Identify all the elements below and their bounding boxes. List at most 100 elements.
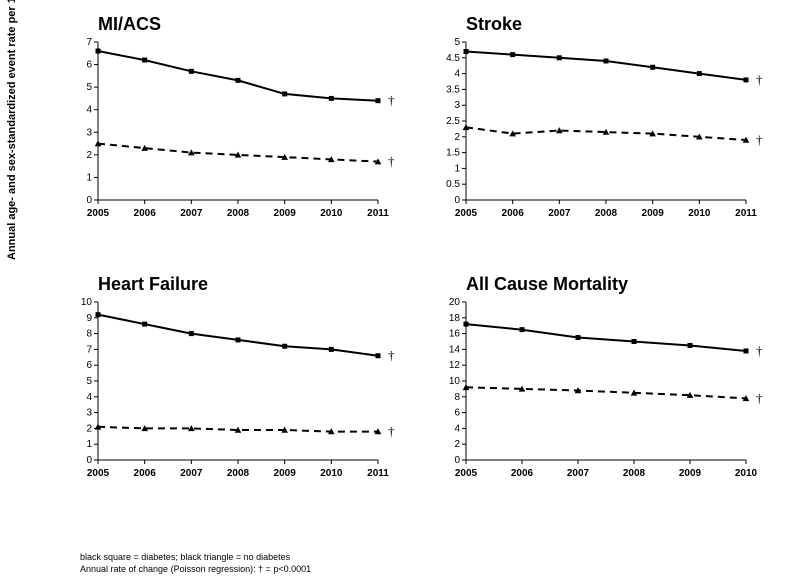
panel-title: Heart Failure xyxy=(98,274,208,294)
marker-square xyxy=(236,78,241,83)
marker-square xyxy=(464,322,469,327)
svg-text:3: 3 xyxy=(86,408,92,419)
svg-text:2008: 2008 xyxy=(227,208,250,219)
marker-square xyxy=(376,353,381,358)
svg-text:4: 4 xyxy=(86,105,92,116)
marker-square xyxy=(697,71,702,76)
significance-dagger: † xyxy=(388,424,395,439)
panel-title: All Cause Mortality xyxy=(466,274,628,294)
svg-text:5: 5 xyxy=(86,376,92,387)
svg-text:2009: 2009 xyxy=(679,468,702,479)
svg-text:2: 2 xyxy=(454,132,460,143)
svg-text:6: 6 xyxy=(86,360,92,371)
marker-square xyxy=(510,52,515,57)
svg-text:5: 5 xyxy=(86,82,92,93)
marker-square xyxy=(142,58,147,63)
svg-text:1: 1 xyxy=(454,163,460,174)
marker-triangle xyxy=(188,425,195,431)
footnote-legend: black square = diabetes; black triangle … xyxy=(80,552,290,562)
marker-square xyxy=(282,91,287,96)
chart-svg: MI/ACS0123456720052006200720082009201020… xyxy=(58,8,398,228)
svg-text:2011: 2011 xyxy=(735,208,757,219)
marker-square xyxy=(744,77,749,82)
svg-text:2011: 2011 xyxy=(367,208,389,219)
svg-text:2011: 2011 xyxy=(367,468,389,479)
svg-text:0: 0 xyxy=(454,195,460,206)
svg-text:2008: 2008 xyxy=(623,468,646,479)
svg-text:10: 10 xyxy=(81,297,93,308)
marker-square xyxy=(464,49,469,54)
svg-text:2005: 2005 xyxy=(87,468,110,479)
svg-text:2010: 2010 xyxy=(320,468,343,479)
series-line-diabetes xyxy=(98,315,378,356)
svg-text:2006: 2006 xyxy=(134,468,157,479)
marker-square xyxy=(329,96,334,101)
svg-text:6: 6 xyxy=(86,60,92,71)
svg-text:16: 16 xyxy=(449,329,461,340)
marker-square xyxy=(236,337,241,342)
svg-text:12: 12 xyxy=(449,360,461,371)
svg-text:2006: 2006 xyxy=(511,468,534,479)
marker-square xyxy=(376,98,381,103)
svg-text:0: 0 xyxy=(86,195,92,206)
significance-dagger: † xyxy=(388,154,395,169)
marker-square xyxy=(96,312,101,317)
svg-text:2: 2 xyxy=(454,439,460,450)
svg-text:1: 1 xyxy=(86,439,92,450)
svg-text:3: 3 xyxy=(454,100,460,111)
panel-stroke: Stroke00.511.522.533.544.552005200620072… xyxy=(426,8,766,228)
svg-text:7: 7 xyxy=(86,344,92,355)
chart-svg: Heart Failure012345678910200520062007200… xyxy=(58,268,398,488)
marker-square xyxy=(650,65,655,70)
svg-text:2009: 2009 xyxy=(274,468,297,479)
svg-text:2006: 2006 xyxy=(502,208,525,219)
svg-text:2: 2 xyxy=(86,150,92,161)
marker-square xyxy=(142,322,147,327)
svg-text:2005: 2005 xyxy=(87,208,110,219)
svg-text:20: 20 xyxy=(449,297,461,308)
svg-text:2: 2 xyxy=(86,423,92,434)
svg-text:7: 7 xyxy=(86,37,92,48)
series-line-no_diabetes xyxy=(466,387,746,398)
svg-text:3: 3 xyxy=(86,127,92,138)
panel-title: Stroke xyxy=(466,14,522,34)
chart-svg: Stroke00.511.522.533.544.552005200620072… xyxy=(426,8,766,228)
panel-title: MI/ACS xyxy=(98,14,161,34)
svg-text:2007: 2007 xyxy=(180,208,203,219)
marker-square xyxy=(189,331,194,336)
svg-text:4: 4 xyxy=(454,423,460,434)
panel-all-cause-mortality: All Cause Mortality024681012141618202005… xyxy=(426,268,766,488)
svg-text:8: 8 xyxy=(454,392,460,403)
svg-text:10: 10 xyxy=(449,376,461,387)
svg-text:6: 6 xyxy=(454,408,460,419)
svg-text:3.5: 3.5 xyxy=(446,84,460,95)
svg-text:0: 0 xyxy=(454,455,460,466)
svg-text:2007: 2007 xyxy=(567,468,590,479)
marker-square xyxy=(282,344,287,349)
svg-text:0.5: 0.5 xyxy=(446,179,460,190)
svg-text:2010: 2010 xyxy=(320,208,343,219)
svg-text:0: 0 xyxy=(86,455,92,466)
svg-text:2007: 2007 xyxy=(180,468,203,479)
svg-text:5: 5 xyxy=(454,37,460,48)
svg-text:2009: 2009 xyxy=(274,208,297,219)
marker-square xyxy=(688,343,693,348)
svg-text:9: 9 xyxy=(86,313,92,324)
marker-square xyxy=(520,327,525,332)
marker-square xyxy=(189,69,194,74)
marker-square xyxy=(632,339,637,344)
significance-dagger: † xyxy=(756,72,763,87)
significance-dagger: † xyxy=(388,93,395,108)
svg-text:2010: 2010 xyxy=(735,468,758,479)
significance-dagger: † xyxy=(756,343,763,358)
panel-heart-failure: Heart Failure012345678910200520062007200… xyxy=(58,268,398,488)
svg-text:2008: 2008 xyxy=(227,468,250,479)
significance-dagger: † xyxy=(756,390,763,405)
svg-text:2006: 2006 xyxy=(134,208,157,219)
svg-text:4.5: 4.5 xyxy=(446,53,460,64)
svg-text:2.5: 2.5 xyxy=(446,116,460,127)
marker-square xyxy=(604,58,609,63)
y-axis-label: Annual age- and sex-standardized event r… xyxy=(6,0,18,260)
svg-text:8: 8 xyxy=(86,329,92,340)
svg-text:2008: 2008 xyxy=(595,208,618,219)
